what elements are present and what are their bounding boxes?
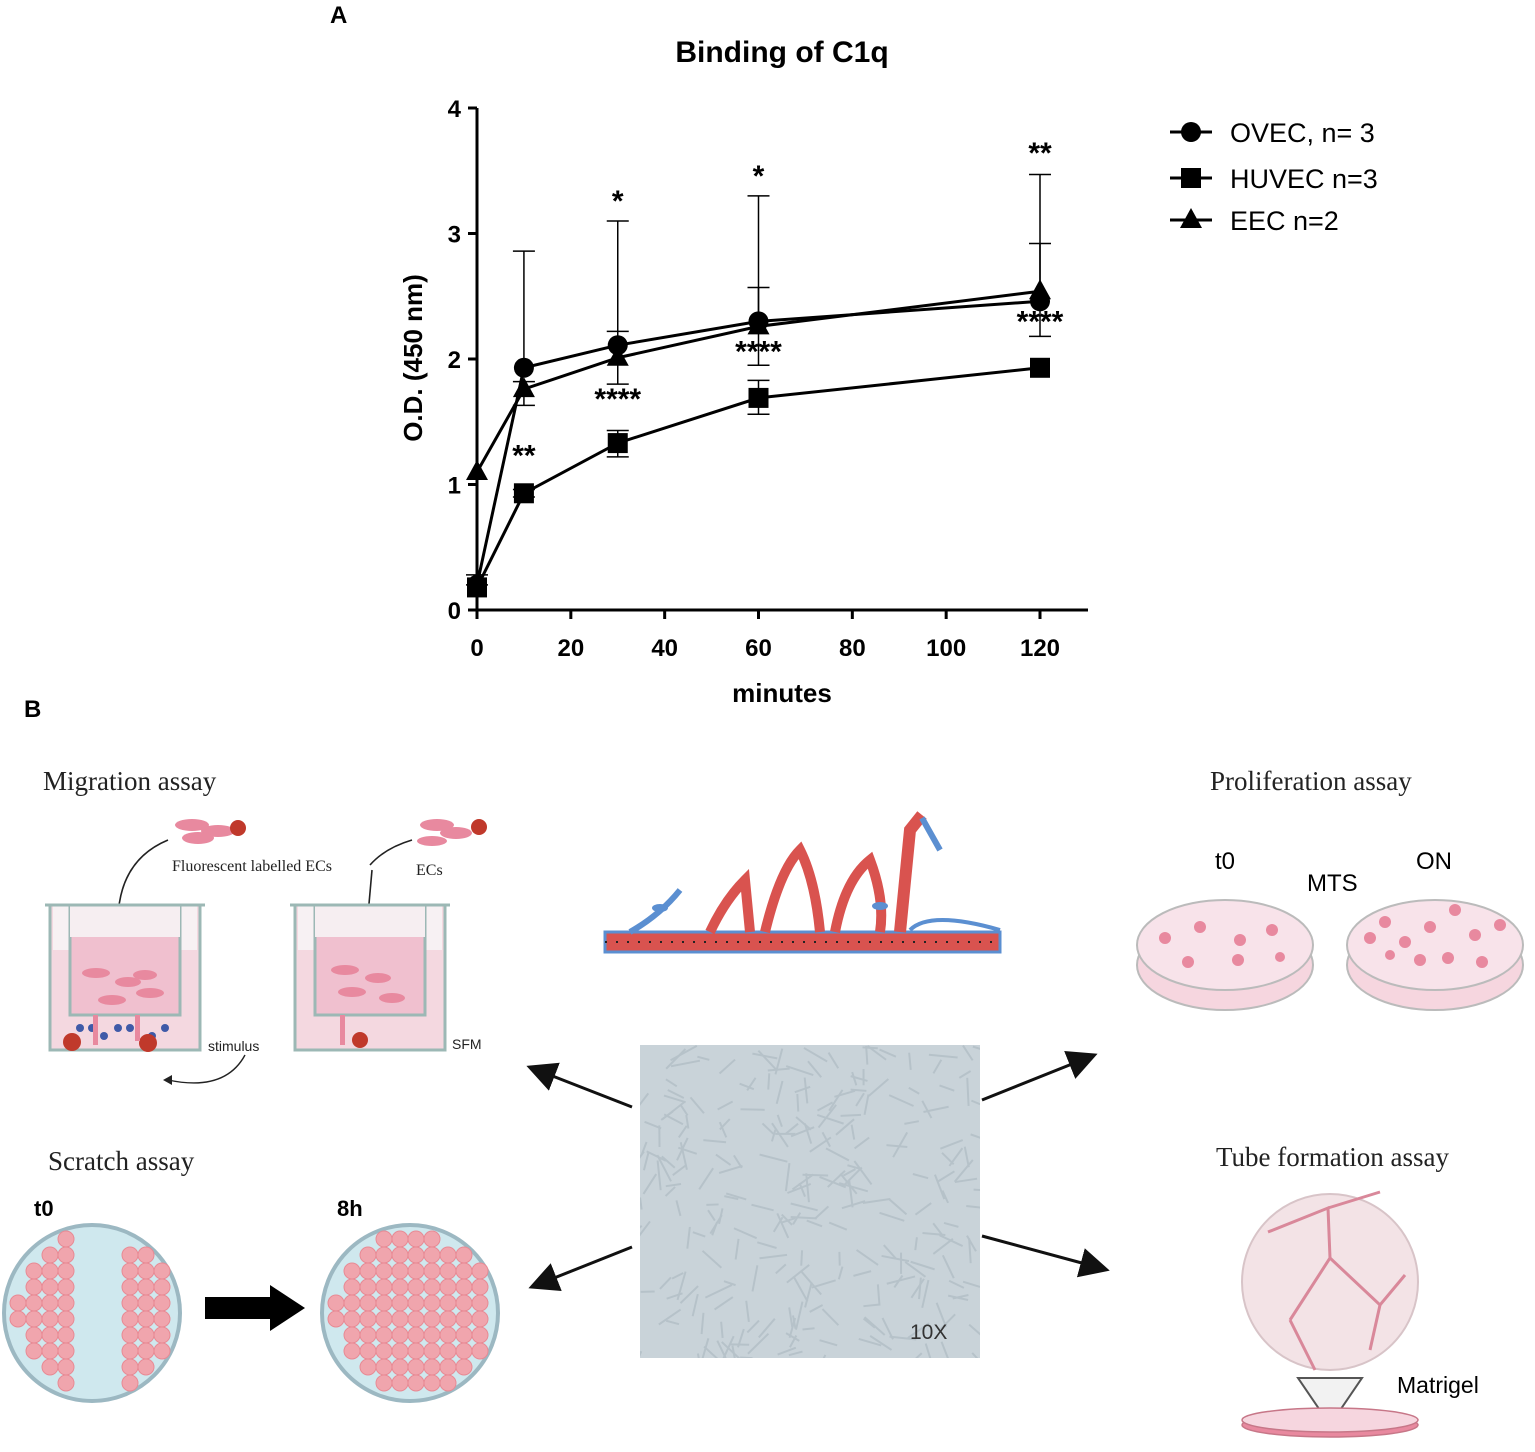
data-point-triangle (606, 345, 629, 366)
mts-label: MTS (1307, 870, 1358, 897)
scratch-dish-8h (320, 1223, 500, 1403)
floating-cells-icon (175, 819, 472, 846)
arrow-to-migration (526, 1062, 633, 1109)
significance-mark: **** (735, 336, 782, 369)
migration-assay-title: Migration assay (43, 766, 217, 796)
error-bars (466, 173, 1051, 588)
legend-label: OVEC, n= 3 (1230, 118, 1375, 148)
scratch-8h-label: 8h (337, 1196, 363, 1221)
significance-mark: **** (1017, 305, 1064, 338)
legend-label: EEC n=2 (1230, 206, 1339, 236)
x-tick-label: 80 (839, 635, 866, 662)
data-point-triangle (747, 314, 770, 335)
significance-mark: **** (594, 383, 641, 416)
significance-mark: ** (512, 440, 536, 473)
x-axis-label: minutes (732, 678, 832, 708)
data-point-triangle (512, 377, 535, 398)
data-point-circle (607, 335, 628, 356)
arrow-to-scratch (528, 1245, 633, 1292)
dish-t0 (1136, 899, 1314, 1011)
x-tick-label: 20 (557, 635, 584, 662)
data-point-square (607, 433, 628, 454)
transwell-right (290, 903, 450, 1052)
scratch-t0-label: t0 (34, 1196, 54, 1221)
proliferation-assay-title: Proliferation assay (1210, 766, 1412, 796)
time-arrow-shaft (205, 1297, 273, 1319)
tube-formation-illustration (1241, 1190, 1419, 1438)
y-axis-label: O.D. (450 nm) (398, 274, 428, 442)
tube-formation-title: Tube formation assay (1216, 1142, 1449, 1172)
time-arrow-head (270, 1285, 305, 1331)
panel-a-letter: A (330, 2, 348, 29)
scratch-assay-title: Scratch assay (48, 1146, 195, 1176)
significance-annotations: ****************** (512, 137, 1063, 472)
arrow-to-proliferation (981, 1050, 1098, 1102)
y-tick-label: 2 (448, 347, 461, 374)
chart-title: Binding of C1q (675, 36, 888, 69)
matrigel-label: Matrigel (1397, 1372, 1479, 1398)
dish-on (1346, 899, 1524, 1011)
x-tick-label: 40 (651, 635, 678, 662)
y-tick-label: 0 (448, 598, 461, 625)
chart-axes: 0 20 40 60 80 100 120 0 1 2 3 4 (448, 96, 1088, 662)
micrograph-texture (640, 1045, 980, 1358)
proliferation-dishes (1136, 899, 1524, 1011)
cell-micrograph: 10X (640, 1045, 980, 1358)
prolif-t0-label: t0 (1215, 848, 1236, 875)
prolif-on-label: ON (1416, 848, 1452, 875)
data-point-triangle (466, 459, 488, 480)
stimulus-star-icon (230, 819, 487, 836)
assay-arrows (526, 1050, 1110, 1292)
y-tick-label: 1 (448, 473, 461, 500)
sfm-label: SFM (452, 1036, 482, 1052)
magnification-label: 10X (910, 1321, 948, 1344)
ecs-label: ECs (416, 862, 443, 879)
stimulus-label: stimulus (208, 1038, 260, 1054)
fluorescent-ecs-label: Fluorescent labelled ECs (172, 858, 332, 875)
scratch-dishes (2, 1223, 500, 1403)
y-tick-label: 3 (448, 222, 461, 249)
transwell-left (45, 903, 205, 1052)
series-markers (466, 279, 1051, 598)
sprouting-vessel-illustration (603, 811, 1002, 954)
x-tick-label: 120 (1020, 635, 1060, 662)
migration-illustration (45, 819, 487, 1085)
x-tick-label: 100 (926, 635, 966, 662)
data-point-square (513, 483, 534, 504)
significance-mark: ** (1028, 137, 1052, 170)
arrow-to-tube-formation (981, 1234, 1110, 1278)
significance-mark: * (753, 160, 765, 193)
data-point-square (1030, 357, 1050, 378)
y-tick-label: 4 (448, 96, 462, 123)
data-point-triangle (1029, 279, 1051, 300)
legend-label: HUVEC n=3 (1230, 164, 1378, 194)
significance-mark: * (612, 185, 624, 218)
x-tick-label: 0 (470, 635, 483, 662)
chart-legend: OVEC, n= 3 HUVEC n=3 EEC n=2 (1170, 118, 1378, 236)
legend-marker-square (1181, 168, 1201, 188)
x-tick-label: 60 (745, 635, 772, 662)
legend-marker-circle (1181, 122, 1201, 142)
panel-b-letter: B (24, 696, 42, 723)
scratch-dish-t0 (2, 1223, 182, 1403)
legend-marker-triangle (1180, 208, 1202, 228)
data-point-circle (513, 357, 534, 378)
data-point-square (467, 577, 487, 598)
data-point-square (748, 387, 769, 408)
